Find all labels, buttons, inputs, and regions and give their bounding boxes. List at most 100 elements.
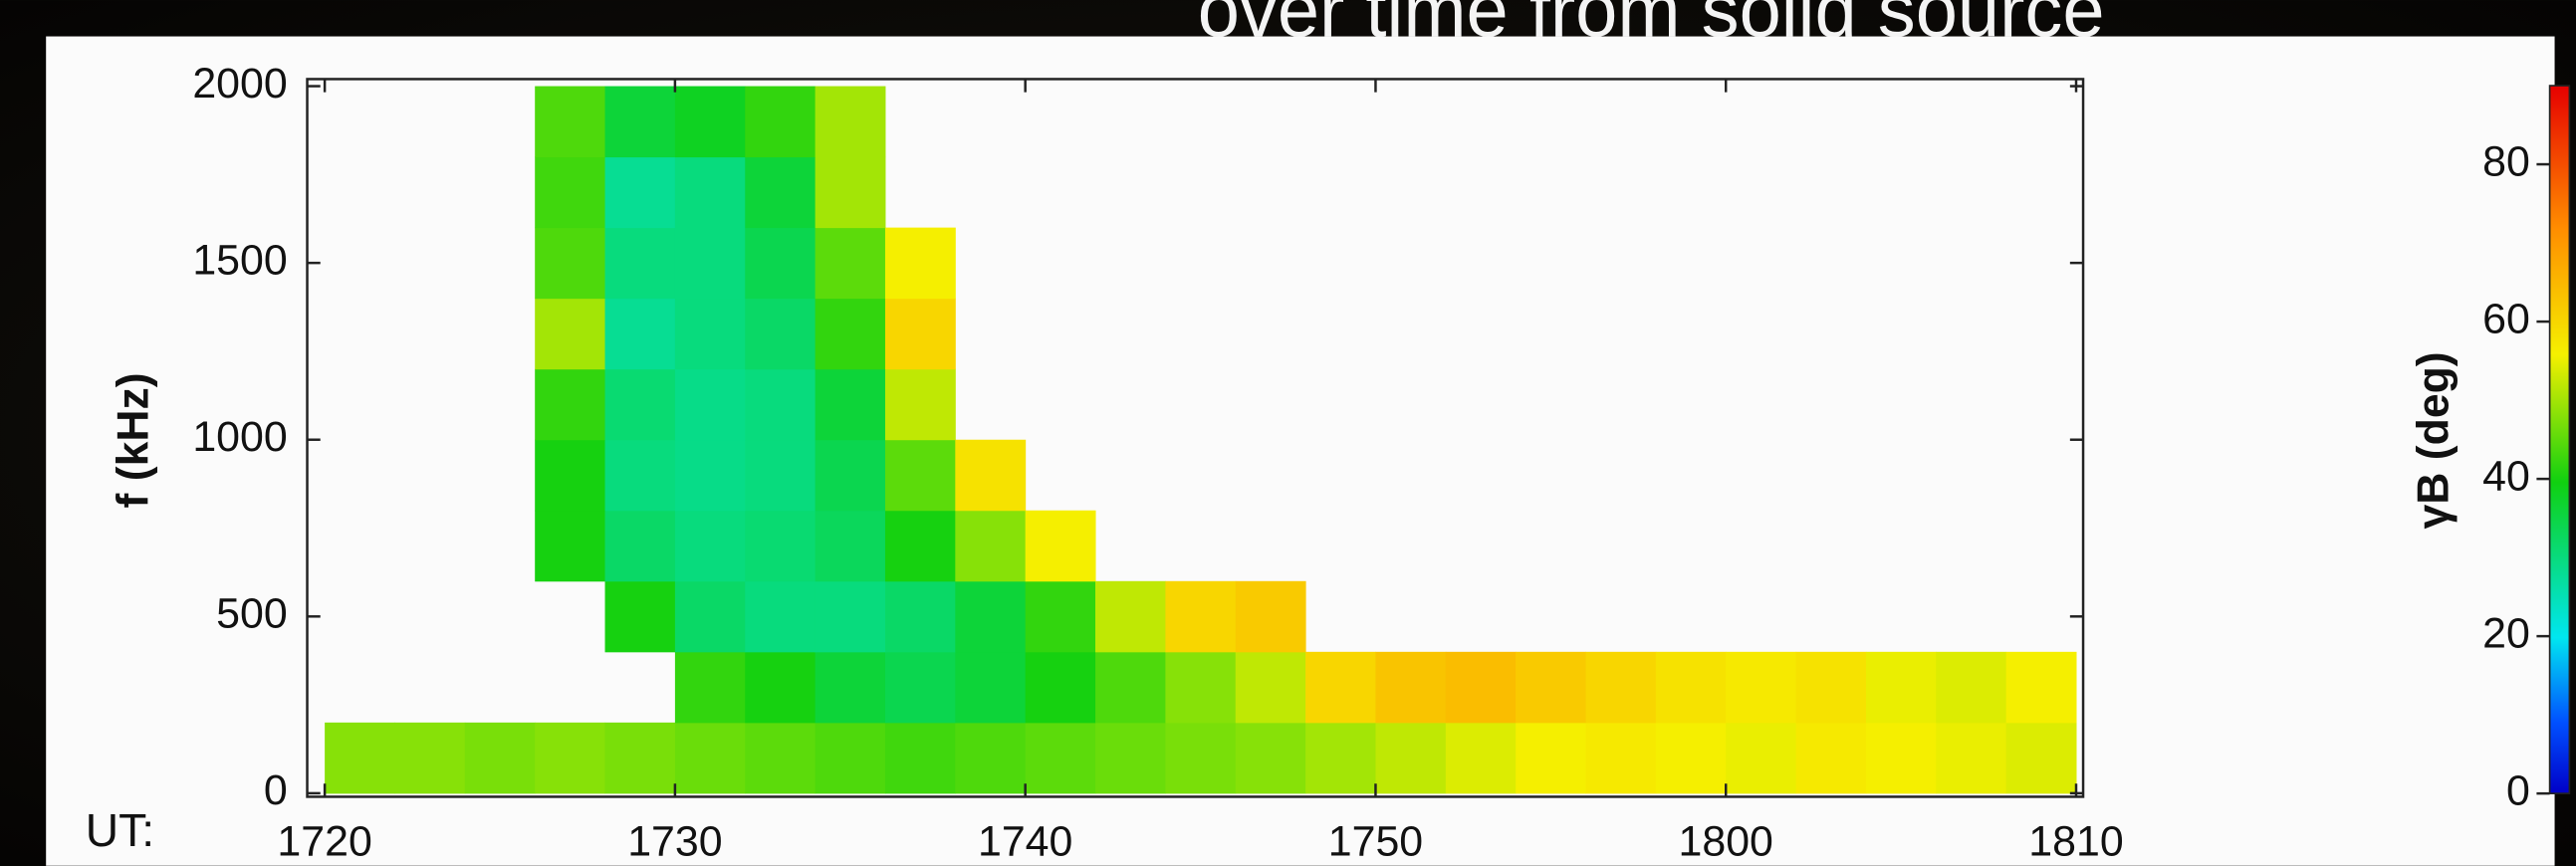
heatmap-cell [1235, 651, 1306, 724]
heatmap-cell [604, 298, 676, 370]
heatmap-cell [815, 227, 886, 300]
heatmap-cell [1726, 651, 1797, 724]
heatmap-cell [1726, 722, 1797, 794]
heatmap-cell [815, 439, 886, 512]
heatmap-cell [2005, 722, 2077, 794]
heatmap-cell [1235, 580, 1306, 653]
heatmap-cell [955, 722, 1027, 794]
heatmap-cell [1936, 651, 2007, 724]
heatmap-cell [955, 510, 1027, 582]
heatmap-cell [955, 580, 1027, 653]
heatmap-cell [1516, 651, 1587, 724]
heatmap-cell [745, 510, 817, 582]
heatmap-cell [674, 580, 746, 653]
heatmap-cell [674, 227, 746, 300]
heatmap-cell [674, 156, 746, 229]
heatmap-cell [674, 298, 746, 370]
heatmap-cell [815, 510, 886, 582]
heatmap-cell [604, 580, 676, 653]
heatmap-cell [1445, 651, 1517, 724]
heatmap-cell [604, 439, 676, 512]
heatmap-cell [535, 86, 606, 158]
heatmap-cell [884, 722, 956, 794]
heatmap [325, 86, 2077, 794]
heatmap-cell [1795, 651, 1867, 724]
heatmap-cell [1305, 722, 1376, 794]
heatmap-cell [604, 227, 676, 300]
heatmap-cell [1865, 651, 1937, 724]
heatmap-cell [884, 298, 956, 370]
heatmap-cell [955, 439, 1027, 512]
y-tick-label: 2000 [192, 60, 287, 108]
heatmap-cell [535, 368, 606, 441]
x-tick-label: 1810 [2028, 818, 2123, 866]
heatmap-cell [1516, 722, 1587, 794]
heatmap-cell [884, 368, 956, 441]
heatmap-cell [674, 722, 746, 794]
heatmap-cell [604, 368, 676, 441]
x-axis-label: UT: [86, 804, 154, 856]
heatmap-cell [745, 439, 817, 512]
colorbar-tick-label: 80 [2482, 137, 2530, 185]
heatmap-cell [604, 722, 676, 794]
heatmap-cell [884, 580, 956, 653]
heatmap-cell [1936, 722, 2007, 794]
x-tick-label: 1740 [978, 818, 1072, 866]
heatmap-cell [815, 156, 886, 229]
heatmap-cell [1025, 651, 1096, 724]
heatmap-cell [535, 156, 606, 229]
colorbar-tick-label: 40 [2482, 452, 2530, 500]
y-tick-label: 1500 [192, 236, 287, 284]
heatmap-cell [815, 298, 886, 370]
heatmap-cell [745, 368, 817, 441]
heatmap-cell [1375, 722, 1447, 794]
heatmap-cell [815, 722, 886, 794]
x-tick-label: 1800 [1679, 818, 1773, 866]
heatmap-cell [535, 510, 606, 582]
heatmap-cell [604, 86, 676, 158]
heatmap-cell [745, 298, 817, 370]
heatmap-cell [815, 368, 886, 441]
heatmap-cell [1235, 722, 1306, 794]
heatmap-cell [1025, 580, 1096, 653]
heatmap-cell [325, 722, 395, 794]
y-tick-label: 0 [264, 766, 288, 814]
heatmap-cell [535, 227, 606, 300]
colorbar-label: γB (deg) [2409, 351, 2458, 529]
heatmap-cell [1795, 722, 1867, 794]
heatmap-cell [1305, 651, 1376, 724]
heatmap-cell [745, 651, 817, 724]
x-tick-label: 1720 [277, 818, 371, 866]
heatmap-cell [674, 86, 746, 158]
heatmap-cell [884, 651, 956, 724]
heatmap-cell [815, 651, 886, 724]
heatmap-cell [1865, 722, 1937, 794]
heatmap-cell [1585, 722, 1657, 794]
heatmap-cell [1025, 510, 1096, 582]
heatmap-cell [1095, 580, 1166, 653]
heatmap-cell [815, 86, 886, 158]
heatmap-cell [464, 722, 536, 794]
heatmap-cell [1375, 651, 1447, 724]
heatmap-cell [884, 227, 956, 300]
colorbar-tick-label: 60 [2482, 295, 2530, 342]
colorbar-tick-label: 0 [2506, 766, 2530, 814]
heatmap-cell [745, 722, 817, 794]
heatmap-cell [1165, 722, 1237, 794]
heatmap-cell [674, 368, 746, 441]
heatmap-cell [1655, 651, 1727, 724]
heatmap-cell [674, 651, 746, 724]
heatmap-cell [535, 722, 606, 794]
heatmap-cell [955, 651, 1027, 724]
heatmap-cell [1655, 722, 1727, 794]
heatmap-cell [674, 510, 746, 582]
heatmap-cell [535, 439, 606, 512]
x-tick-label: 1750 [1328, 818, 1423, 866]
heatmap-cell [604, 156, 676, 229]
y-tick-label: 1000 [192, 413, 287, 461]
heatmap-cell [2005, 651, 2077, 724]
heatmap-cell [394, 722, 466, 794]
plot-frame [306, 78, 2085, 798]
